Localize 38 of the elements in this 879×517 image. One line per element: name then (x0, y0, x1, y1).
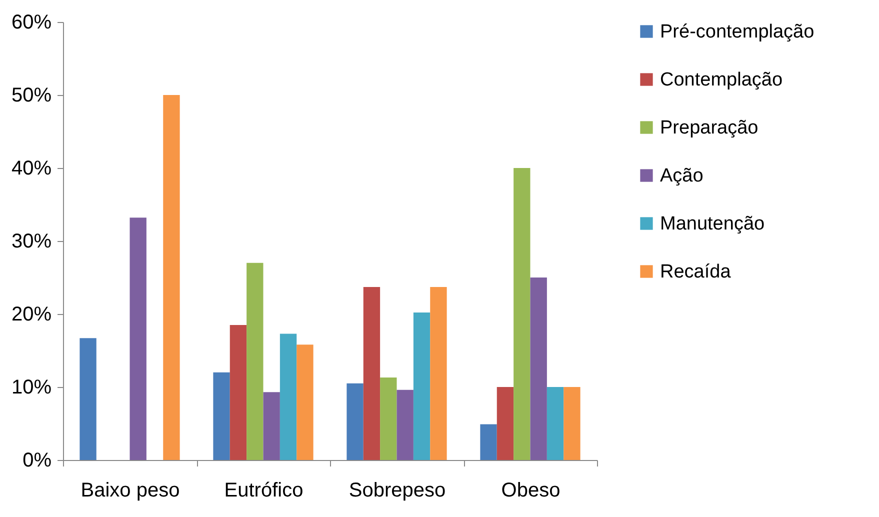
bar (564, 387, 580, 460)
bar (346, 383, 364, 460)
x-tick-label: Baixo peso (80, 480, 180, 502)
bar (514, 168, 530, 460)
x-tick-label: Obeso (501, 480, 560, 502)
y-tick-label: 40% (11, 158, 52, 180)
y-tick-label: 20% (11, 304, 52, 326)
legend-label: Ação (660, 166, 704, 186)
y-tick-label: 50% (11, 84, 52, 106)
bar (546, 387, 564, 460)
bar (213, 372, 230, 460)
y-tick-label: 60% (11, 12, 52, 34)
legend-label: Pré-contemplação (660, 22, 814, 42)
legend-label: Manutenção (660, 214, 765, 234)
bar (296, 344, 314, 460)
bar (246, 262, 264, 460)
legend-label: Recaída (660, 262, 732, 282)
legend-label: Contemplação (660, 70, 783, 90)
y-tick-label: 30% (11, 230, 52, 252)
x-tick-label: Sobrepeso (348, 480, 446, 502)
bar (163, 95, 180, 460)
bar (80, 338, 96, 460)
bar (530, 278, 547, 460)
bar (496, 387, 514, 460)
legend-label: Preparação (660, 118, 758, 138)
y-tick-label: 10% (11, 376, 52, 398)
bar (430, 286, 447, 460)
bar (280, 334, 297, 460)
bar (230, 324, 247, 460)
bar (380, 378, 397, 460)
bar (413, 312, 430, 460)
bar (480, 424, 497, 460)
y-tick-label: 0% (22, 450, 52, 472)
x-tick-label: Eutrófico (224, 480, 304, 502)
bar (263, 392, 280, 460)
bar (130, 218, 146, 460)
bar (396, 390, 414, 460)
bar (363, 286, 380, 460)
